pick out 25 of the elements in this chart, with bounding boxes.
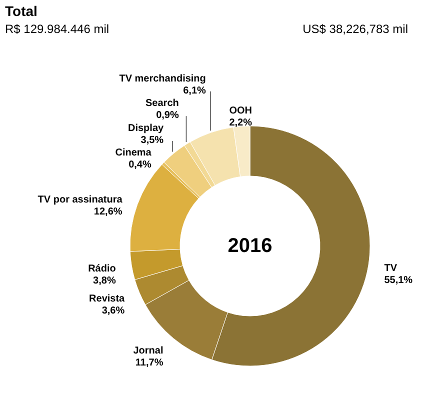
chart-title: Total xyxy=(5,3,38,19)
slice-label: TV por assinatura xyxy=(38,194,123,206)
data-label: 2,2% xyxy=(229,117,252,128)
text: US$ 38,226,783 mil xyxy=(302,22,408,36)
data-label: 12,6% xyxy=(94,206,122,218)
data-label: 55,1% xyxy=(384,274,413,286)
slice-label: Display xyxy=(128,123,164,134)
data-label: 3,6% xyxy=(102,306,125,317)
data-label: 0,4% xyxy=(128,159,152,170)
slice-label: Search xyxy=(146,98,179,110)
data-label: 11,7% xyxy=(135,358,164,369)
data-label: 0,9% xyxy=(156,110,179,122)
slice-label: TV xyxy=(384,262,398,274)
slice-label: Revista xyxy=(89,294,126,305)
data-label: 3,5% xyxy=(140,135,164,146)
data-label: 6,1% xyxy=(183,85,206,96)
slice-label: Rádio xyxy=(88,263,116,274)
text: 2016 xyxy=(228,235,272,257)
slice-label: Cinema xyxy=(115,147,152,158)
data-label: 3,8% xyxy=(93,275,116,286)
chart-subtitle: R$ 129.984.446 mil xyxy=(5,22,110,36)
donut-slice xyxy=(164,145,212,198)
slice-label: Jornal xyxy=(133,346,164,357)
slice-label: OOH xyxy=(229,105,252,116)
slice-label: TV merchandising xyxy=(119,73,206,84)
